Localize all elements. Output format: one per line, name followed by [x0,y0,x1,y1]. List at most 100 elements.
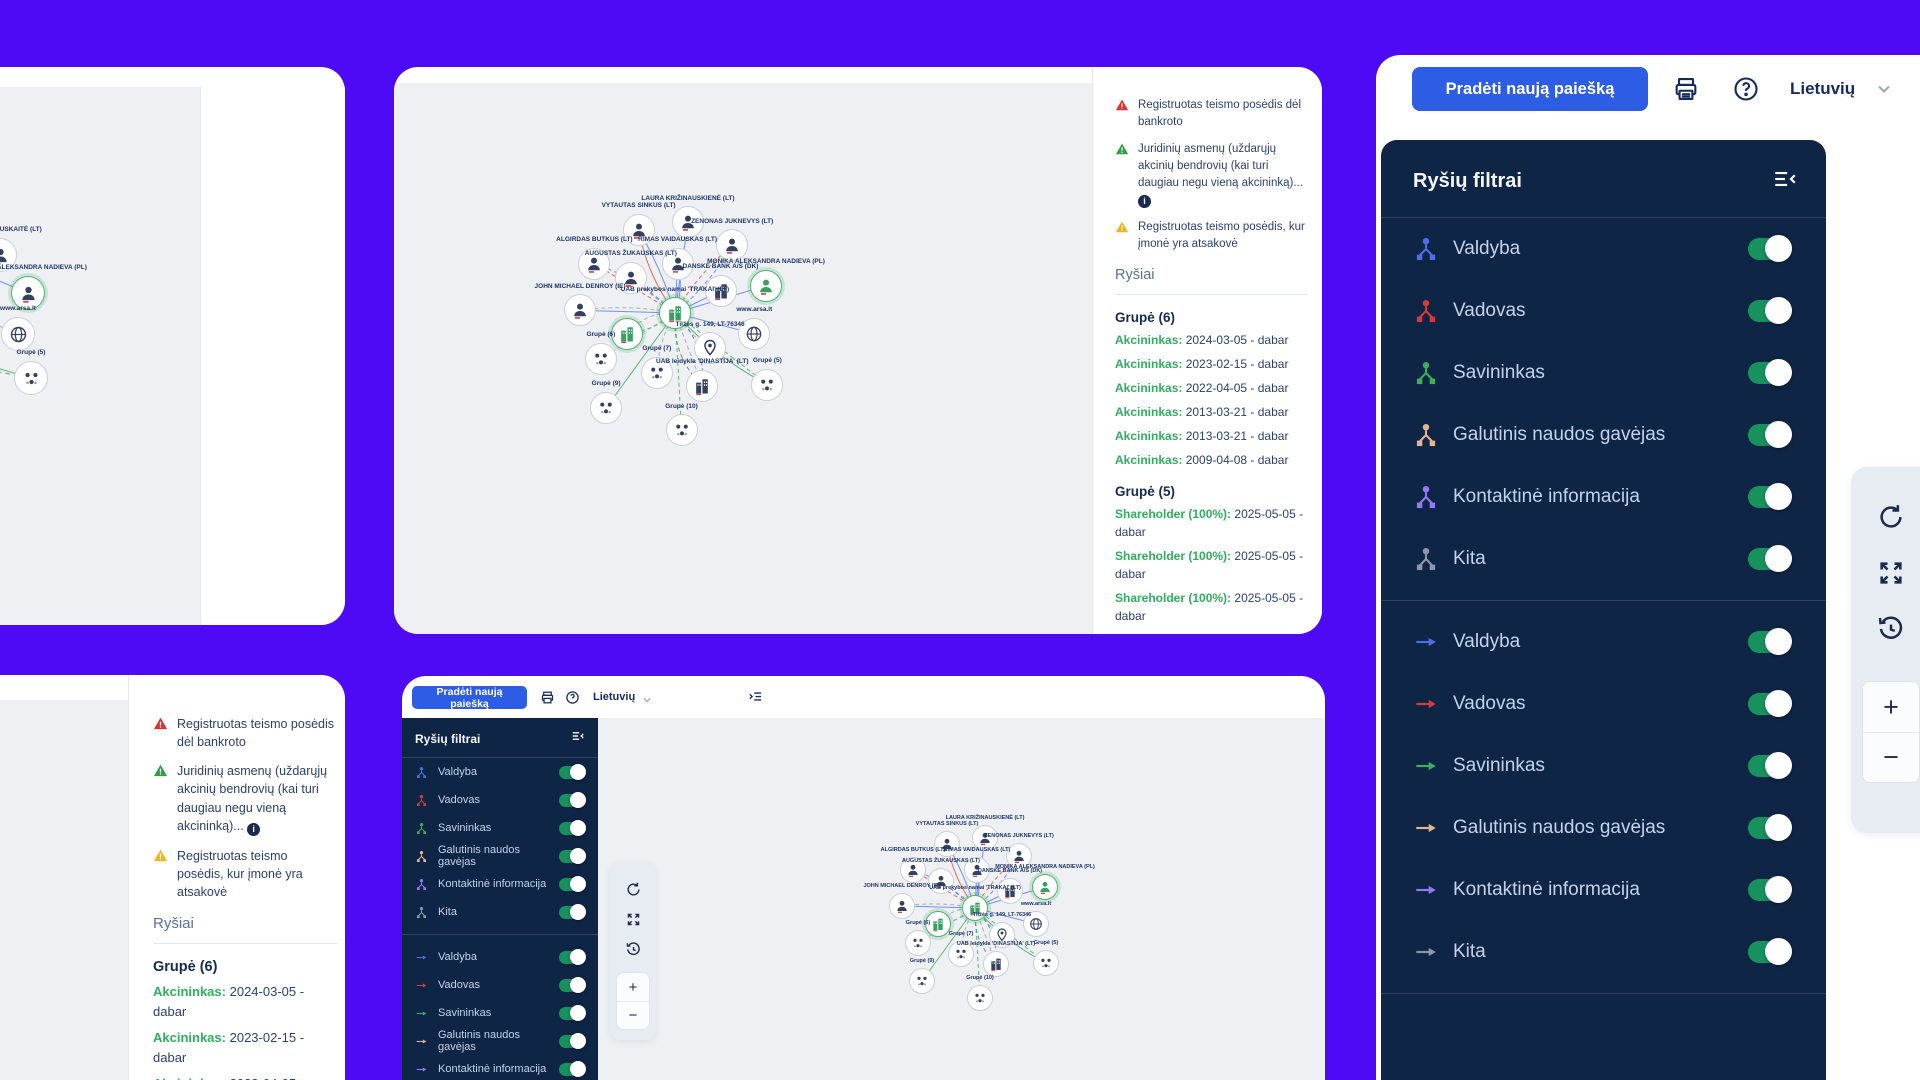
history-icon[interactable] [625,934,642,964]
toggle-switch[interactable] [1748,752,1792,779]
graph-node-person[interactable] [672,206,704,238]
graph-node-person[interactable] [934,831,960,857]
graph-canvas[interactable]: RŪTA JANKAUSKAITĖ (LT) MONIKA ALEKSANDRA… [0,87,200,625]
toggle-switch[interactable] [559,875,586,892]
graph-node-building[interactable] [659,297,691,329]
toggle-switch[interactable] [1748,235,1792,262]
toggle-switch[interactable] [559,1004,586,1021]
graph-node-group[interactable] [948,941,974,967]
info-icon[interactable]: i [247,822,261,836]
new-search-button[interactable]: Pradėti naują paiešką [412,686,527,710]
graph-node-building[interactable] [704,274,737,307]
graph-node-group[interactable] [665,414,698,446]
toggle-switch[interactable] [1748,483,1792,510]
graph-node-person[interactable] [614,261,647,294]
graph-node-group[interactable] [751,368,784,401]
graph-canvas[interactable]: LAURA KRIŽINAUSKIENĖ (LT) VYTAUTAS SINKU… [394,83,1092,634]
graph-node-person[interactable] [564,294,597,327]
graph-node-building[interactable] [997,878,1023,904]
zoom-in-button[interactable]: + [1863,682,1919,732]
graph-canvas[interactable] [0,700,128,1080]
graph-node-group[interactable] [590,391,623,424]
graph-node-group[interactable] [1033,950,1059,976]
zoom-in-button[interactable]: + [617,973,649,1001]
graph-node-building[interactable] [610,317,643,350]
toggle-switch[interactable] [1748,359,1792,386]
graph-node-group[interactable] [905,930,931,956]
graph-node-globe[interactable] [738,317,771,350]
fullscreen-icon[interactable] [626,904,641,934]
graph-node-person[interactable] [622,213,655,246]
graph-node-person[interactable] [661,247,694,280]
toggle-switch[interactable] [1748,814,1792,841]
graph-node-person[interactable] [11,276,45,310]
history-icon[interactable] [1876,601,1906,657]
toggle-switch[interactable] [1748,628,1792,655]
toggle-switch[interactable] [559,1060,586,1077]
graph-node-person[interactable] [578,247,611,280]
chevron-down-icon[interactable] [1876,81,1892,102]
graph-node-person[interactable] [1006,843,1032,869]
zoom-out-button[interactable]: − [1863,732,1919,782]
toggle-switch[interactable] [559,791,586,808]
new-search-button[interactable]: Pradėti naują paiešką [1412,67,1648,111]
toggle-switch[interactable] [559,819,586,836]
graph-node-pin[interactable] [989,922,1015,948]
toggle-switch[interactable] [559,948,586,965]
graph-node-group[interactable] [584,342,617,375]
toggle-switch[interactable] [1748,297,1792,324]
collapse-panel-icon[interactable] [571,729,585,748]
graph-node-building[interactable] [983,951,1009,977]
printer-icon[interactable] [1672,75,1700,103]
chevron-down-icon[interactable] [642,692,652,710]
zoom-out-button[interactable]: − [617,1001,649,1029]
help-icon[interactable] [565,690,580,705]
graph-node-person[interactable] [928,868,954,894]
language-selector[interactable]: Lietuvių [1790,79,1856,98]
collapse-panel-icon[interactable] [1772,166,1798,197]
graph-canvas[interactable]: LAURA KRIŽINAUSKIENĖ (LT) VYTAUTAS SINKU… [598,718,1325,1080]
info-icon[interactable]: i [1138,195,1151,209]
toggle-switch[interactable] [559,976,586,993]
person-icon [980,832,990,845]
graph-node-group[interactable] [640,356,673,389]
refresh-icon[interactable] [625,874,642,904]
language-selector[interactable]: Lietuvių [593,691,636,703]
toggle-switch[interactable] [1748,421,1792,448]
graph-node-group[interactable] [14,361,48,395]
toggle-switch[interactable] [1748,690,1792,717]
relations-legend-panel: Registruotas teismo posėdis dėl bankroto… [1092,67,1322,634]
graph-node-building[interactable] [962,895,988,921]
graph-node-group[interactable] [909,968,935,994]
graph-node-person[interactable] [716,229,749,262]
graph-node-person[interactable] [889,893,915,919]
toggle-switch[interactable] [1748,545,1792,572]
graph-node-globe[interactable] [1023,911,1049,937]
help-icon[interactable] [1732,75,1760,103]
company-icon [991,958,1001,972]
graph-node-person[interactable] [964,857,990,883]
toggle-switch[interactable] [1748,938,1792,965]
printer-icon[interactable] [540,690,555,705]
fullscreen-icon[interactable] [1877,545,1905,601]
graph-node-group[interactable] [967,985,993,1011]
toggle-switch[interactable] [559,763,586,780]
group-icon [975,993,985,1003]
graph-node-person[interactable] [900,857,926,883]
expand-panel-icon[interactable] [748,689,763,709]
graph-node-person[interactable] [972,825,998,851]
toggle-switch[interactable] [1748,876,1792,903]
toggle-switch[interactable] [559,847,586,864]
graph-node-person[interactable] [0,238,17,272]
graph-node-pin[interactable] [694,332,727,365]
warning-triangle-icon [153,764,168,777]
graph-node-person[interactable] [750,269,782,302]
toggle-switch[interactable] [559,1032,586,1049]
group-icon [600,402,612,414]
refresh-icon[interactable] [1876,489,1906,545]
graph-node-globe[interactable] [1,317,35,351]
graph-node-person[interactable] [1032,874,1058,900]
graph-node-building[interactable] [686,369,719,402]
toggle-switch[interactable] [559,903,586,920]
graph-node-building[interactable] [925,911,951,937]
